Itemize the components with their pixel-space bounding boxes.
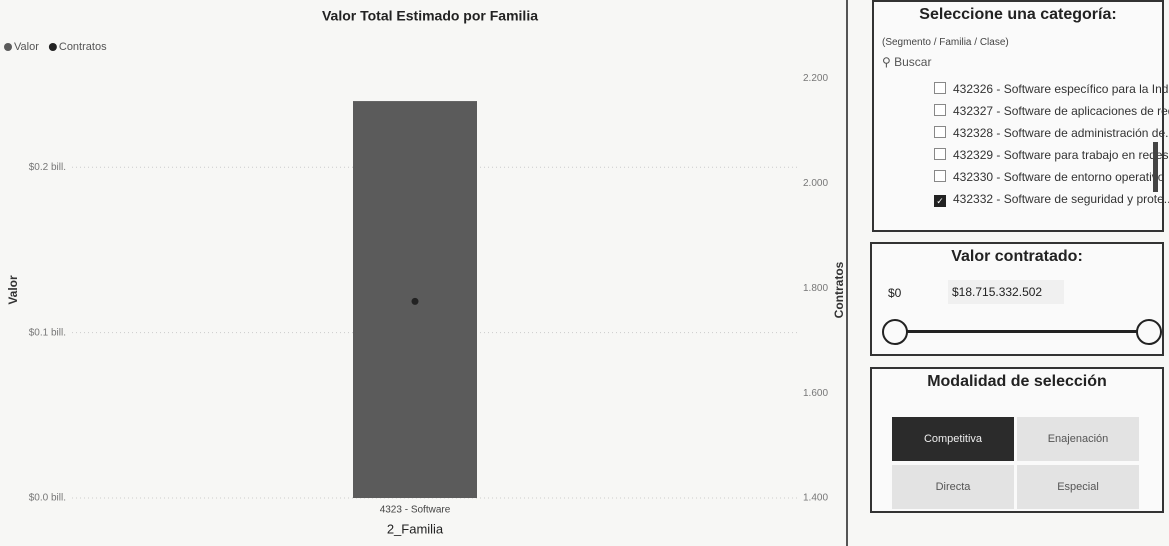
legend-marker xyxy=(4,43,12,51)
item-label: 432330 - Software de entorno operativo xyxy=(953,170,1165,184)
item-label: 432328 - Software de administración de..… xyxy=(953,126,1169,140)
checkbox[interactable] xyxy=(934,148,946,160)
y-tick-label: $0.0 bill. xyxy=(29,493,66,504)
checkbox[interactable] xyxy=(934,126,946,138)
checkbox[interactable] xyxy=(934,170,946,182)
checkbox[interactable]: ✓ xyxy=(934,195,946,207)
slider-handle[interactable] xyxy=(882,319,908,345)
legend-label: Valor xyxy=(14,41,39,53)
x-tick-label: 4323 - Software xyxy=(380,505,451,516)
slicer-item[interactable]: 432329 - Software para trabajo en redes xyxy=(934,148,1168,162)
x-axis-title: 2_Familia xyxy=(387,521,444,536)
mode-button[interactable]: Enajenación xyxy=(1017,417,1139,461)
slicer-title: Modalidad de selección xyxy=(927,373,1107,390)
slicer-item[interactable]: 432326 - Software específico para la Ind… xyxy=(934,82,1169,96)
checkbox[interactable] xyxy=(934,82,946,94)
chart: Valor Total Estimado por Familia Valor C… xyxy=(4,8,845,536)
slicer-item[interactable]: 432330 - Software de entorno operativo xyxy=(934,170,1164,184)
y2-tick-label: 1.800 xyxy=(803,283,828,294)
legend-marker xyxy=(48,43,57,51)
item-label: 432326 - Software específico para la Ind… xyxy=(953,82,1169,96)
search-box[interactable]: ⚲ Buscar xyxy=(882,55,932,69)
slider-handle[interactable] xyxy=(1136,319,1162,345)
y2-axis-title: Contratos xyxy=(832,261,845,318)
slider-track xyxy=(896,330,1146,333)
legend-label: Contratos xyxy=(59,41,107,53)
min-value: $0 xyxy=(888,286,902,300)
mode-button[interactable]: Directa xyxy=(892,465,1014,509)
max-value[interactable]: $18.715.332.502 xyxy=(948,280,1064,304)
y2-tick-label: 2.200 xyxy=(803,73,828,84)
item-label: 432329 - Software para trabajo en redes xyxy=(953,148,1169,162)
checkbox[interactable] xyxy=(934,104,946,116)
item-label: 432327 - Software de aplicaciones de red xyxy=(953,104,1169,118)
y-tick-label: $0.1 bill. xyxy=(29,327,66,338)
slicer-item[interactable]: 432328 - Software de administración de..… xyxy=(934,126,1169,140)
point xyxy=(411,297,419,305)
scrollbar[interactable] xyxy=(1153,142,1158,192)
y2-tick-label: 1.600 xyxy=(803,388,828,399)
item-label: 432332 - Software de seguridad y prote..… xyxy=(953,192,1169,206)
chart-title: Valor Total Estimado por Familia xyxy=(322,8,538,24)
search-placeholder: Buscar xyxy=(894,55,932,69)
category-slicer: Seleccione una categoría: (Segmento / Fa… xyxy=(872,0,1169,232)
y-tick-label: $0.2 bill. xyxy=(29,162,66,173)
slicer-subtitle: (Segmento / Familia / Clase) xyxy=(882,37,1009,48)
separator xyxy=(846,0,848,546)
value-slicer: Valor contratado: $0 $18.715.332.502 xyxy=(870,242,1164,356)
y-axis-title: Valor xyxy=(6,275,20,305)
slicer-item[interactable]: 432327 - Software de aplicaciones de red xyxy=(934,104,1169,118)
y2-tick-label: 1.400 xyxy=(803,493,828,504)
slicer-title: Valor contratado: xyxy=(951,248,1083,265)
y2-tick-label: 2.000 xyxy=(803,178,828,189)
slicer-title: Seleccione una categoría: xyxy=(919,6,1117,23)
mode-button[interactable]: Especial xyxy=(1017,465,1139,509)
mode-button[interactable]: Competitiva xyxy=(892,417,1014,461)
slicer-item[interactable]: ✓ 432332 - Software de seguridad y prote.… xyxy=(934,192,1169,207)
mode-slicer: Modalidad de selección Competitiva Enajen… xyxy=(870,367,1164,513)
